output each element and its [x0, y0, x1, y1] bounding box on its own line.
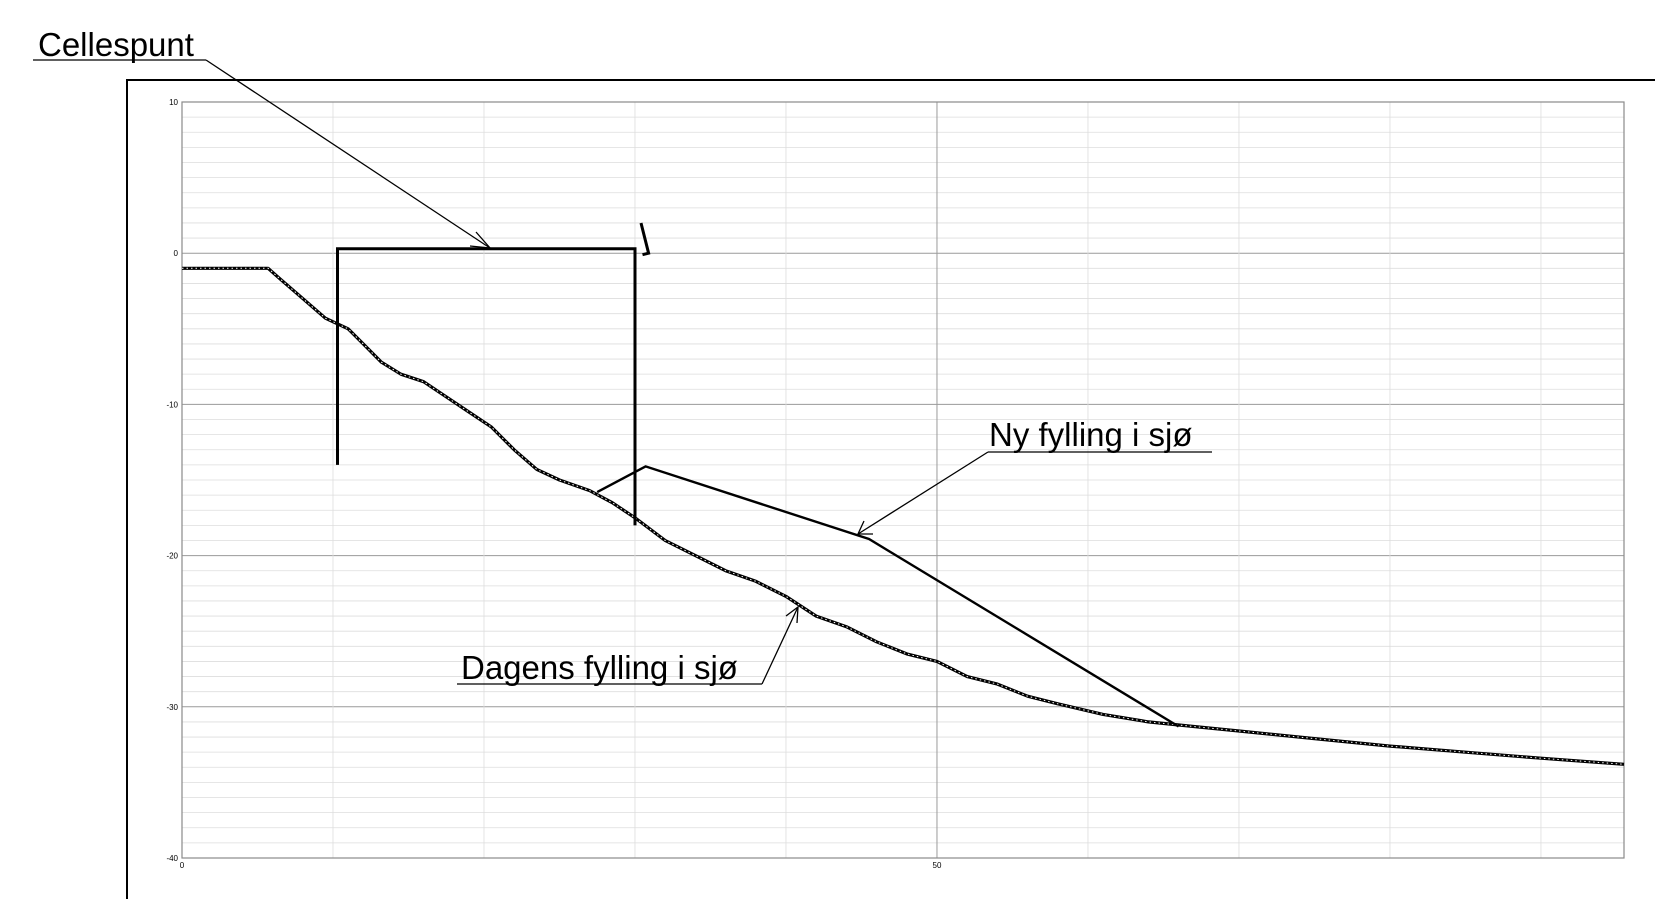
leader-ny-fylling	[857, 451, 989, 535]
arrowhead-ny-fylling	[856, 520, 873, 535]
plot-grid	[182, 102, 1624, 858]
annotation-dagens-fylling: Dagens fylling i sjø	[457, 605, 799, 686]
label-ny-fylling: Ny fylling i sjø	[989, 416, 1193, 453]
arrowhead-dagens-fylling	[785, 605, 799, 624]
leader-cellespunt	[205, 59, 491, 249]
y-tick-label: -10	[166, 400, 178, 409]
y-tick-label: -20	[166, 552, 178, 561]
leader-dagens-fylling	[761, 606, 799, 685]
annotation-ny-fylling: Ny fylling i sjø	[856, 416, 1212, 535]
line-dagens-dots	[182, 267, 1625, 765]
line-dagens	[182, 266, 1625, 766]
y-tick-label: 10	[169, 98, 178, 107]
tick-labels: 100-10-20-30-400 50	[166, 98, 942, 870]
y-tick-label: -40	[166, 854, 178, 863]
profile-lines	[182, 222, 1625, 766]
line-mark	[639, 222, 651, 257]
line-ny	[596, 465, 1180, 728]
arrowhead-cellespunt	[469, 231, 492, 249]
y-tick-label: -30	[166, 703, 178, 712]
y-tick-label: 0	[174, 249, 179, 258]
label-cellespunt: Cellespunt	[38, 26, 194, 63]
label-dagens-fylling: Dagens fylling i sjø	[461, 649, 738, 686]
line-cellespunt	[336, 247, 637, 526]
plot-frame	[181, 101, 1625, 859]
annotation-cellespunt: Cellespunt	[33, 26, 492, 249]
x-tick-label: 0	[180, 861, 185, 870]
x-tick-label: 50	[933, 861, 942, 870]
